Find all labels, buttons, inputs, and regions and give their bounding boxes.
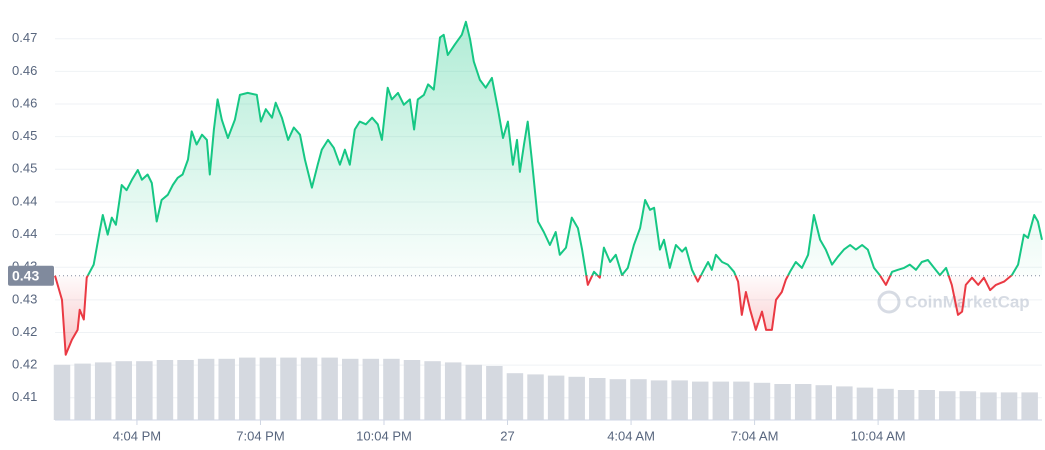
y-tick-label: 0.41 [12,389,37,404]
volume-bar [115,361,132,420]
volume-bar [753,382,771,420]
volume-bar [630,379,647,420]
volume-bar [671,380,688,420]
volume-bar [280,357,297,420]
reference-label: 0.43 [12,267,39,283]
volume-bar [136,361,153,420]
y-tick-label: 0.46 [12,63,37,78]
volume-bar [794,384,812,420]
volume-bar [712,381,730,420]
volume-bar [918,390,935,420]
x-tick-label: 10:04 AM [851,428,906,443]
volume-bar [939,391,956,420]
volume-bar [774,384,791,420]
volume-bar [239,357,256,420]
volume-bar [959,391,977,420]
y-tick-label: 0.46 [12,95,37,110]
price-area [55,21,1042,355]
y-tick-label: 0.44 [12,193,37,208]
y-tick-label: 0.45 [12,128,37,143]
volume-bar [1021,392,1038,420]
y-tick-label: 0.44 [12,226,37,241]
volume-bar [94,362,112,420]
volume-bar [980,392,997,420]
volume-bar [156,360,174,420]
volume-bar [362,358,380,420]
watermark-text: CoinMarketCap [905,292,1030,311]
volume-bar [568,376,585,420]
volume-bar [403,360,421,420]
y-tick-label: 0.42 [12,357,37,372]
volume-bar [856,387,874,420]
x-tick-label: 27 [500,428,514,443]
volume-bar [506,373,524,420]
volume-bar [444,362,462,420]
volume-bar [383,358,400,420]
volume-bar [218,358,235,420]
volume-bar [259,357,277,420]
volume-bar [53,364,71,420]
volume-bar [486,366,503,420]
volume-bar [321,357,338,420]
volume-bar [74,363,91,420]
reference-label-box [8,265,54,286]
volume-bar [300,357,318,420]
volume-bar [465,364,482,420]
y-tick-label: 0.42 [12,324,37,339]
volume-bar [650,380,668,420]
watermark-logo [877,290,901,314]
volume-bar [692,381,709,420]
volume-bar [342,358,359,420]
y-tick-label: 0.47 [12,30,37,45]
axis: 0.47 0.46 0.46 0.45 0.45 0.44 0.44 0.43 0.43 0.42… [8,30,1042,443]
price-line [54,20,1043,356]
x-tick-label: 4:04 AM [607,428,655,443]
x-tick-label: 10:04 PM [356,428,412,443]
volume-bar [877,388,894,420]
x-tick-label: 7:04 AM [731,428,779,443]
volume-bar [1000,392,1018,420]
y-tick-label: 0.45 [12,161,37,176]
watermark: CoinMarketCap [877,290,1030,314]
volume-bar [547,375,565,420]
volume-bar [733,381,750,420]
x-tick-label: 4:04 PM [113,428,161,443]
volume-bar [836,386,853,420]
plot [54,20,1043,356]
volume-bar [609,379,627,420]
volume-bar [197,358,215,420]
y-tick-label: 0.43 [12,291,37,306]
volume-bars [53,357,1038,420]
volume-bar [897,390,915,420]
volume-bar [177,360,194,420]
volume-bar [527,374,544,420]
volume-bar [589,378,606,420]
volume-bar [424,361,441,420]
x-tick-label: 7:04 PM [236,428,284,443]
volume-bar [815,385,832,420]
